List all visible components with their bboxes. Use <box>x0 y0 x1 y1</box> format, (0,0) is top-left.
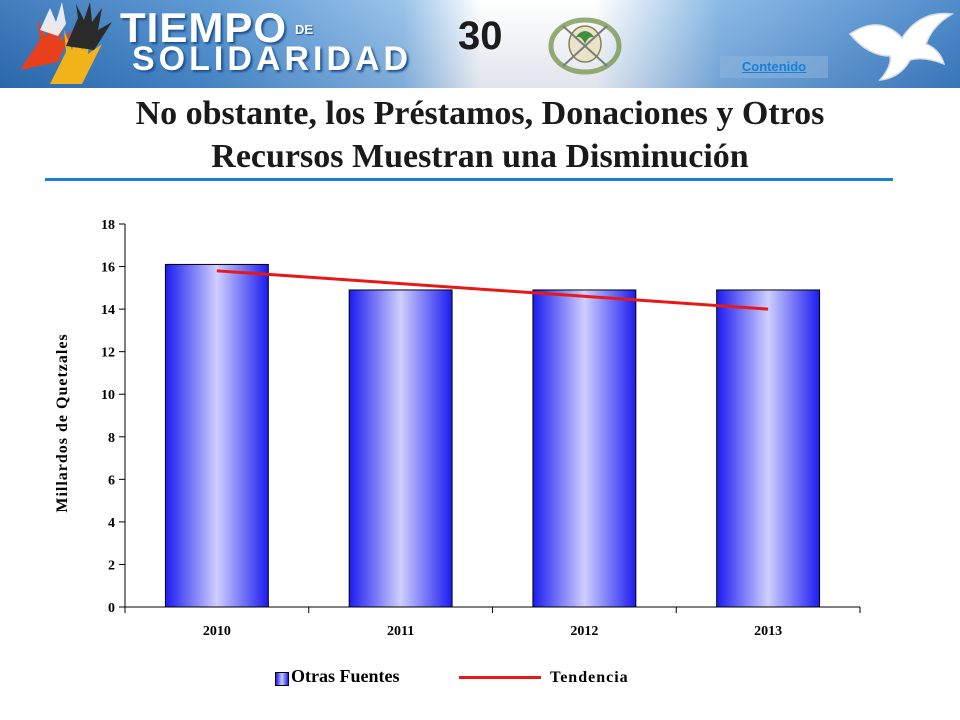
bar-2013 <box>716 289 821 608</box>
slide-title-line2: Recursos Muestran una Disminución <box>211 138 749 175</box>
y-tick-label: 6 <box>108 473 115 488</box>
x-tick-label: 2010 <box>203 624 231 639</box>
bar-2012 <box>532 289 637 608</box>
slide-title-line1: No obstante, los Préstamos, Donaciones y… <box>135 95 825 132</box>
contents-link[interactable]: Contenido <box>720 56 828 78</box>
y-tick-label: 4 <box>108 516 115 531</box>
y-tick-label: 16 <box>101 261 115 276</box>
y-tick-label: 12 <box>101 346 115 361</box>
dove-icon <box>848 12 955 81</box>
header-banner: TIEMPO DE SOLIDARIDAD 30 Contenido <box>0 0 960 88</box>
legend-label-tendencia: Tendencia <box>550 669 629 686</box>
x-tick-label: 2011 <box>387 624 414 639</box>
legend-swatch-otras-fuentes <box>275 672 289 686</box>
title-underline <box>45 178 893 181</box>
x-tick-label: 2013 <box>754 624 782 639</box>
y-tick-label: 10 <box>101 388 115 403</box>
legend-swatch-tendencia <box>459 676 541 679</box>
brand-line2: SOLIDARIDAD <box>132 40 413 78</box>
brand-de: DE <box>295 22 314 37</box>
national-emblem-icon <box>548 17 622 75</box>
bar-2010 <box>164 263 269 608</box>
y-tick-label: 2 <box>108 558 115 573</box>
trend-line <box>216 269 769 311</box>
y-tick-label: 18 <box>101 218 115 233</box>
brand-line1: TIEMPO <box>120 4 288 51</box>
x-tick-label: 2012 <box>570 624 598 639</box>
hands-logo-icon <box>20 2 112 84</box>
bar-2011 <box>348 289 453 608</box>
legend-label-otras-fuentes: Otras Fuentes <box>291 666 400 686</box>
y-tick-label: 8 <box>108 431 115 446</box>
slide-title: No obstante, los Préstamos, Donaciones y… <box>20 92 940 178</box>
slide-number: 30 <box>458 14 503 58</box>
y-tick-label: 0 <box>108 601 115 616</box>
y-tick-label: 14 <box>101 303 115 318</box>
y-axis-label: Millardos de Quetzales <box>54 333 71 513</box>
